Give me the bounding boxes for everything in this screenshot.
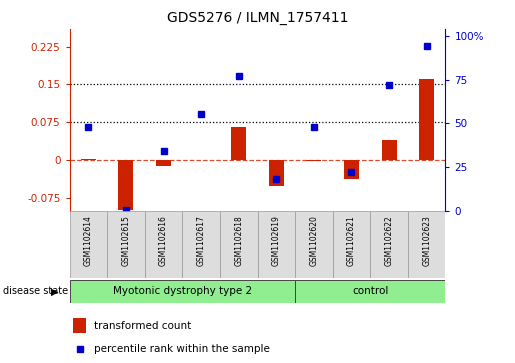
Text: GSM1102618: GSM1102618 xyxy=(234,215,243,266)
Text: transformed count: transformed count xyxy=(94,321,191,331)
Bar xyxy=(258,211,295,278)
Bar xyxy=(382,140,397,160)
Text: GSM1102619: GSM1102619 xyxy=(272,215,281,266)
Bar xyxy=(269,160,284,186)
Bar xyxy=(419,79,434,160)
Bar xyxy=(81,159,96,160)
Bar xyxy=(156,160,171,166)
Text: control: control xyxy=(352,286,388,296)
Text: GSM1102623: GSM1102623 xyxy=(422,215,431,266)
Bar xyxy=(344,160,359,179)
Bar xyxy=(73,318,87,333)
Text: disease state: disease state xyxy=(3,286,67,296)
Bar xyxy=(333,211,370,278)
Bar xyxy=(70,211,107,278)
Title: GDS5276 / ILMN_1757411: GDS5276 / ILMN_1757411 xyxy=(167,11,348,25)
Bar xyxy=(370,211,408,278)
Text: percentile rank within the sample: percentile rank within the sample xyxy=(94,344,270,354)
Bar xyxy=(107,211,145,278)
Text: GSM1102615: GSM1102615 xyxy=(122,215,130,266)
Bar xyxy=(145,211,182,278)
Bar xyxy=(70,280,295,303)
Bar xyxy=(295,280,445,303)
Text: GSM1102616: GSM1102616 xyxy=(159,215,168,266)
Text: GSM1102617: GSM1102617 xyxy=(197,215,205,266)
Text: Myotonic dystrophy type 2: Myotonic dystrophy type 2 xyxy=(113,286,252,296)
Text: GSM1102620: GSM1102620 xyxy=(310,215,318,266)
Text: GSM1102614: GSM1102614 xyxy=(84,215,93,266)
Bar xyxy=(408,211,445,278)
Text: GSM1102621: GSM1102621 xyxy=(347,215,356,266)
Bar xyxy=(220,211,258,278)
Text: GSM1102622: GSM1102622 xyxy=(385,215,393,266)
Bar xyxy=(118,160,133,209)
Bar xyxy=(295,211,333,278)
Text: ▶: ▶ xyxy=(50,286,58,296)
Bar xyxy=(182,211,220,278)
Bar xyxy=(231,127,246,160)
Bar xyxy=(306,160,321,161)
